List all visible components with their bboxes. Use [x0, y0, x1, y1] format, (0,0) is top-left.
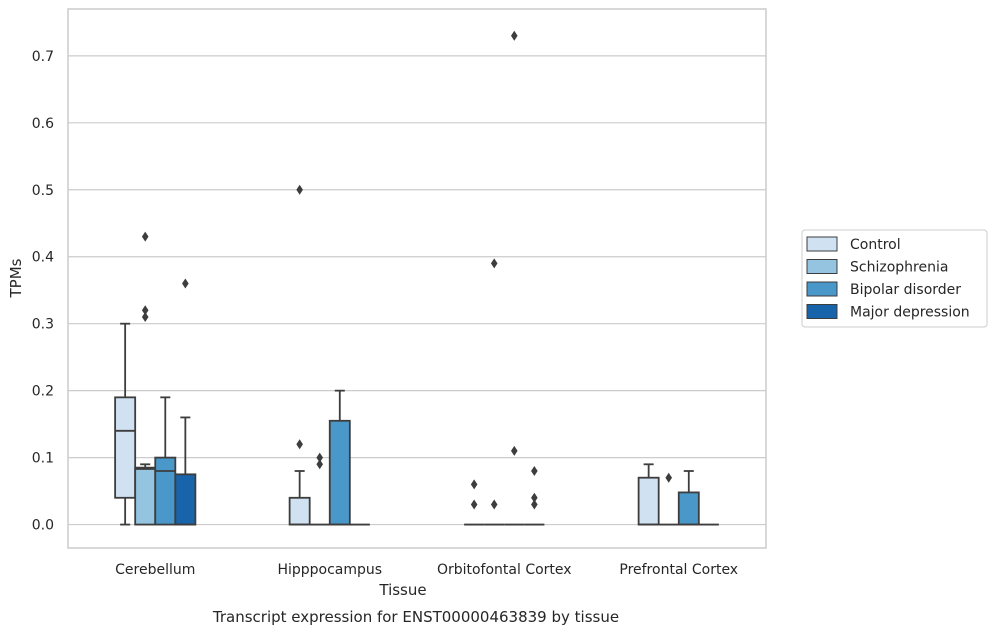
outlier-point	[141, 312, 149, 322]
outlier-point	[182, 278, 189, 289]
x-tick-label: Cerebellum	[115, 562, 195, 578]
box-schizophrenia	[484, 258, 505, 526]
outlier-point	[531, 492, 538, 503]
x-tick-label: Orbitofontal Cortex	[437, 562, 572, 578]
outlier-point	[470, 499, 478, 510]
box-major-depression	[174, 278, 197, 526]
outlier-point	[531, 466, 538, 476]
y-tick-label: 0.5	[32, 183, 54, 199]
box-control	[114, 322, 137, 526]
box-body	[114, 396, 137, 499]
box-schizophrenia	[134, 231, 157, 526]
box-bipolar-disorder	[677, 470, 700, 526]
box-schizophrenia	[658, 472, 679, 526]
y-tick-label: 0.2	[32, 384, 54, 400]
y-axis-label: TPMs	[7, 258, 25, 298]
box-bipolar-disorder	[328, 389, 351, 526]
chart-caption: Transcript expression for ENST0000046383…	[212, 608, 619, 626]
plot-frame	[67, 8, 767, 549]
box-bipolar-disorder	[154, 396, 177, 526]
y-tick-label: 0.3	[32, 317, 54, 333]
outlier-point	[510, 445, 518, 456]
outlier-point	[665, 472, 673, 483]
x-axis-label: Tissue	[378, 581, 426, 599]
y-axis-ticks: 0.0 0.1 0.2 0.3 0.4 0.5 0.6 0.7	[32, 49, 54, 534]
outlier-point	[510, 30, 518, 41]
boxes	[114, 30, 719, 526]
outlier-point	[296, 184, 303, 195]
box-body	[637, 476, 660, 526]
legend-label: Major depression	[850, 305, 970, 321]
legend-swatch	[806, 281, 838, 297]
box-body	[174, 473, 197, 526]
box-schizophrenia	[309, 452, 330, 526]
legend: Control Schizophrenia Bipolar disorder Majo…	[801, 229, 988, 328]
legend-swatch	[806, 236, 838, 252]
outlier-point	[490, 258, 498, 269]
x-axis-ticks: Cerebellum Hipppocampus Orbitofontal Corte…	[115, 562, 738, 578]
x-tick-label: Hipppocampus	[277, 562, 382, 578]
legend-swatch	[806, 304, 838, 319]
box-control	[637, 463, 660, 526]
outlier-point	[316, 459, 324, 470]
outlier-point	[141, 305, 149, 316]
outlier-point	[531, 499, 538, 510]
box-control	[288, 184, 311, 526]
box-body	[154, 456, 177, 526]
y-tick-label: 0.6	[32, 116, 54, 132]
box-body	[328, 419, 351, 526]
legend-label: Schizophrenia	[850, 260, 948, 276]
outlier-point	[141, 231, 149, 242]
box-major-depression	[524, 466, 545, 526]
box-control	[464, 479, 485, 526]
gridlines	[68, 55, 766, 526]
box-body	[134, 466, 157, 526]
y-tick-label: 0.1	[32, 451, 54, 467]
outlier-point	[490, 499, 498, 510]
x-tick-label: Prefrontal Cortex	[619, 562, 738, 578]
box-body	[677, 491, 700, 526]
legend-label: Bipolar disorder	[850, 282, 961, 298]
y-tick-label: 0.7	[32, 49, 54, 65]
outlier-point	[470, 479, 478, 490]
legend-frame	[801, 229, 988, 328]
legend-swatch	[806, 259, 838, 274]
box-bipolar-disorder	[504, 30, 525, 526]
legend-label: Control	[850, 237, 901, 253]
box-body	[288, 496, 311, 526]
outlier-point	[316, 452, 324, 463]
outlier-point	[296, 439, 303, 450]
y-tick-label: 0.0	[32, 518, 54, 534]
y-tick-label: 0.4	[32, 250, 54, 266]
